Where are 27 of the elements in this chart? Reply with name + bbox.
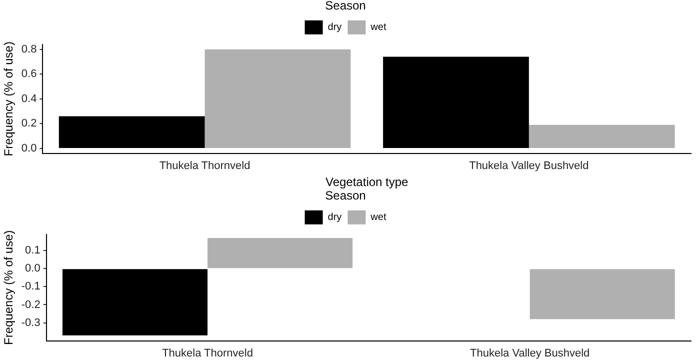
x-tick-label: Thukela Valley Bushveld <box>470 347 590 360</box>
y-tick-label: -0.2 <box>21 298 40 311</box>
legend-label: wet <box>370 212 386 224</box>
x-tick-label: Thukela Thornveld <box>162 347 253 360</box>
x-axis-title: Vegetation type <box>325 175 409 190</box>
y-tick-label: 0.0 <box>21 142 37 154</box>
bar <box>58 116 205 148</box>
y-tick-label: 0.6 <box>21 68 37 80</box>
y-tick-label: 0.8 <box>21 43 37 56</box>
legend-label: dry <box>328 212 342 224</box>
bar <box>383 56 529 148</box>
y-tick-label: 0.4 <box>21 92 37 105</box>
bar <box>528 124 675 148</box>
y-tick-label: -0.1 <box>21 280 40 293</box>
legend-label: dry <box>328 22 342 34</box>
y-tick-label: 0.1 <box>25 244 40 257</box>
legend-title: Season <box>325 188 366 202</box>
y-tick-label: 0.0 <box>25 262 40 275</box>
legend-label: wet <box>370 22 386 34</box>
legend-title: Season <box>325 0 366 12</box>
y-axis-title: Frequency (% of use) <box>2 230 16 345</box>
x-tick-label: Thukela Thornveld <box>159 160 250 172</box>
y-tick-label: 0.2 <box>21 118 37 130</box>
y-tick-label: -0.3 <box>21 316 40 329</box>
bar <box>204 49 351 148</box>
y-axis-title: Frequency (% of use) <box>2 42 16 156</box>
x-tick-label: Thukela Valley Bushveld <box>469 160 589 172</box>
